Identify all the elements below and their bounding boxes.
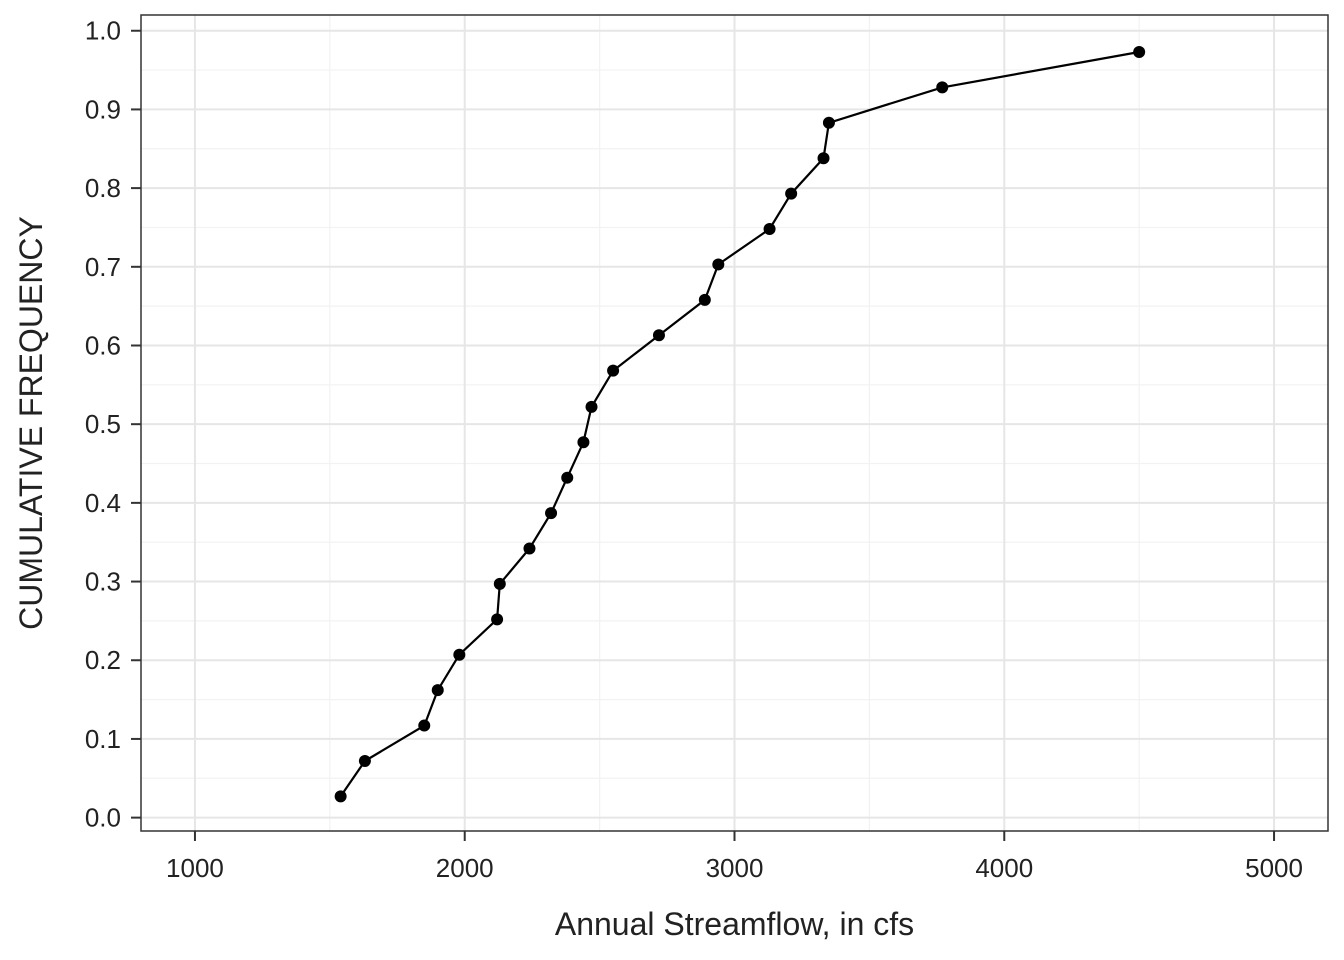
data-point (577, 436, 590, 449)
y-tick-label: 1.0 (85, 16, 121, 46)
x-tick-label: 4000 (975, 853, 1033, 883)
y-tick-label: 0.3 (85, 567, 121, 597)
x-axis-title: Annual Streamflow, in cfs (555, 906, 914, 942)
x-tick-label: 2000 (436, 853, 494, 883)
data-point (491, 613, 504, 626)
x-tick-label: 5000 (1245, 853, 1303, 883)
data-point (358, 754, 371, 767)
data-point (698, 293, 711, 306)
data-point (493, 577, 506, 590)
data-point (785, 187, 798, 200)
data-point (817, 152, 830, 165)
data-point (585, 400, 598, 413)
y-tick-label: 0.6 (85, 330, 121, 360)
data-point (712, 258, 725, 271)
x-tick-label: 3000 (706, 853, 764, 883)
data-point (763, 223, 776, 236)
data-point (431, 684, 444, 697)
data-point (523, 542, 536, 555)
data-point (1133, 45, 1146, 58)
data-point (545, 507, 558, 520)
data-point (822, 116, 835, 129)
data-series (334, 45, 1146, 803)
y-tick-label: 0.8 (85, 173, 121, 203)
data-point (418, 719, 431, 732)
data-point (453, 648, 466, 661)
data-point (936, 81, 949, 94)
series-line (339, 50, 1140, 798)
y-axis-title: CUMULATIVE FREQUENCY (13, 216, 49, 630)
y-tick-label: 0.4 (85, 488, 121, 518)
data-point (652, 329, 665, 342)
y-tick-label: 0.1 (85, 724, 121, 754)
y-tick-label: 0.2 (85, 645, 121, 675)
x-tick-label: 1000 (166, 853, 224, 883)
axes: 1000 2000 3000 4000 5000 0.0 0.1 0.2 0.3 0.4 0.5 0.… (85, 14, 1329, 883)
y-tick-label: 0.5 (85, 409, 121, 439)
y-tick-label: 0.7 (85, 252, 121, 282)
y-tick-label: 0.0 (85, 803, 121, 833)
data-point (334, 790, 347, 803)
data-point (607, 364, 620, 377)
grid (141, 15, 1328, 831)
y-tick-label: 0.9 (85, 94, 121, 124)
data-point (561, 471, 574, 484)
